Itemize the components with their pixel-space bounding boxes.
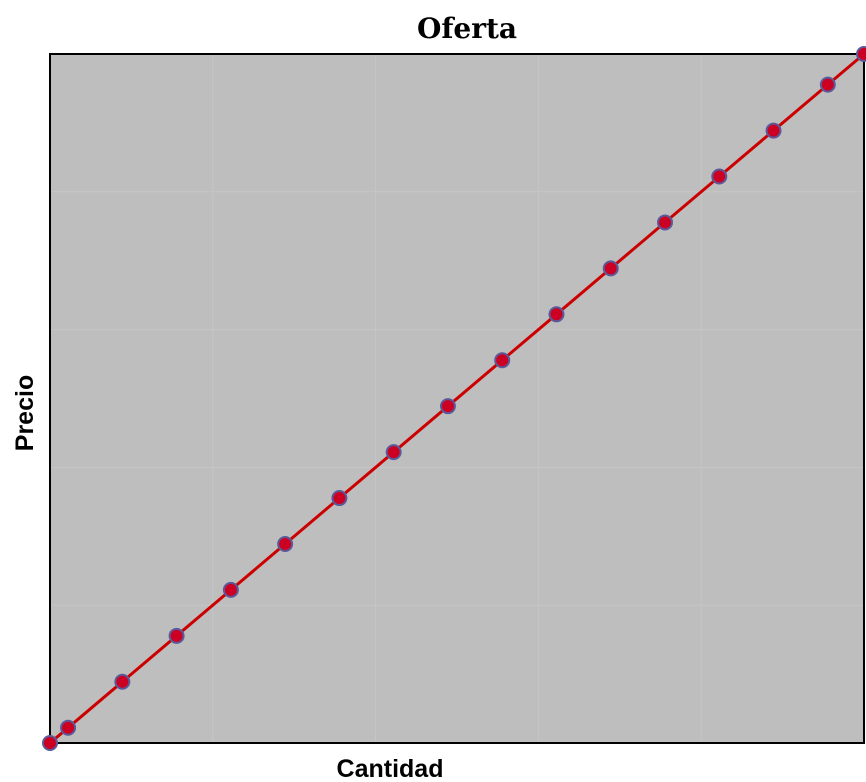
data-point [42, 735, 58, 751]
data-point [856, 46, 866, 62]
data-point [385, 444, 402, 461]
data-point [60, 719, 77, 736]
y-axis-label: Precio [11, 375, 39, 451]
data-point [439, 398, 456, 415]
data-point [277, 535, 294, 552]
data-point [819, 76, 836, 93]
chart-title: Oferta [417, 12, 517, 45]
data-point [711, 168, 728, 185]
plot-frame [49, 53, 865, 744]
data-point [114, 673, 131, 690]
data-point [657, 214, 674, 231]
data-point [331, 490, 348, 507]
data-point [494, 352, 511, 369]
grid-lines [50, 54, 864, 743]
data-point [765, 122, 782, 139]
data-point [548, 306, 565, 323]
data-point [602, 260, 619, 277]
series-layer [42, 46, 866, 751]
data-point [222, 581, 239, 598]
x-axis-label: Cantidad [337, 755, 444, 782]
data-point [168, 627, 185, 644]
